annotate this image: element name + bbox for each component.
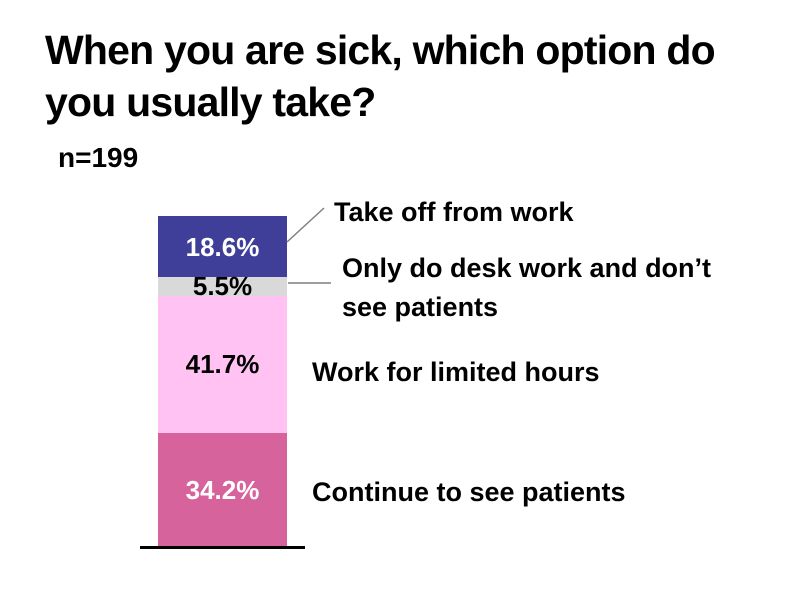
bar-segment-2: 5.5%	[158, 273, 287, 299]
segment-value-label: 41.7%	[185, 349, 260, 380]
axis-baseline	[140, 546, 305, 549]
sample-size-label: n=199	[58, 142, 139, 173]
segment-value-label: 5.5%	[192, 271, 253, 302]
leader-line-take-off	[286, 207, 325, 243]
stacked-bar: 18.6% 5.5% 41.7% 34.2%	[158, 216, 287, 546]
segment-label-limited-hours: Work for limited hours	[312, 357, 600, 387]
segment-label-take-off: Take off from work	[334, 197, 574, 227]
segment-value-label: 18.6%	[185, 231, 260, 262]
segment-label-continue-patients: Continue to see patients	[312, 477, 626, 507]
chart-title: When you are sick, which option do you u…	[45, 27, 716, 126]
bar-segment-4: 34.2%	[158, 433, 287, 546]
segment-label-desk-work: Only do desk work and don’t see patients	[342, 253, 712, 323]
bar-segment-3: 41.7%	[158, 295, 287, 434]
segment-value-label: 34.2%	[185, 474, 260, 505]
bar-segment-1: 18.6%	[158, 216, 287, 278]
